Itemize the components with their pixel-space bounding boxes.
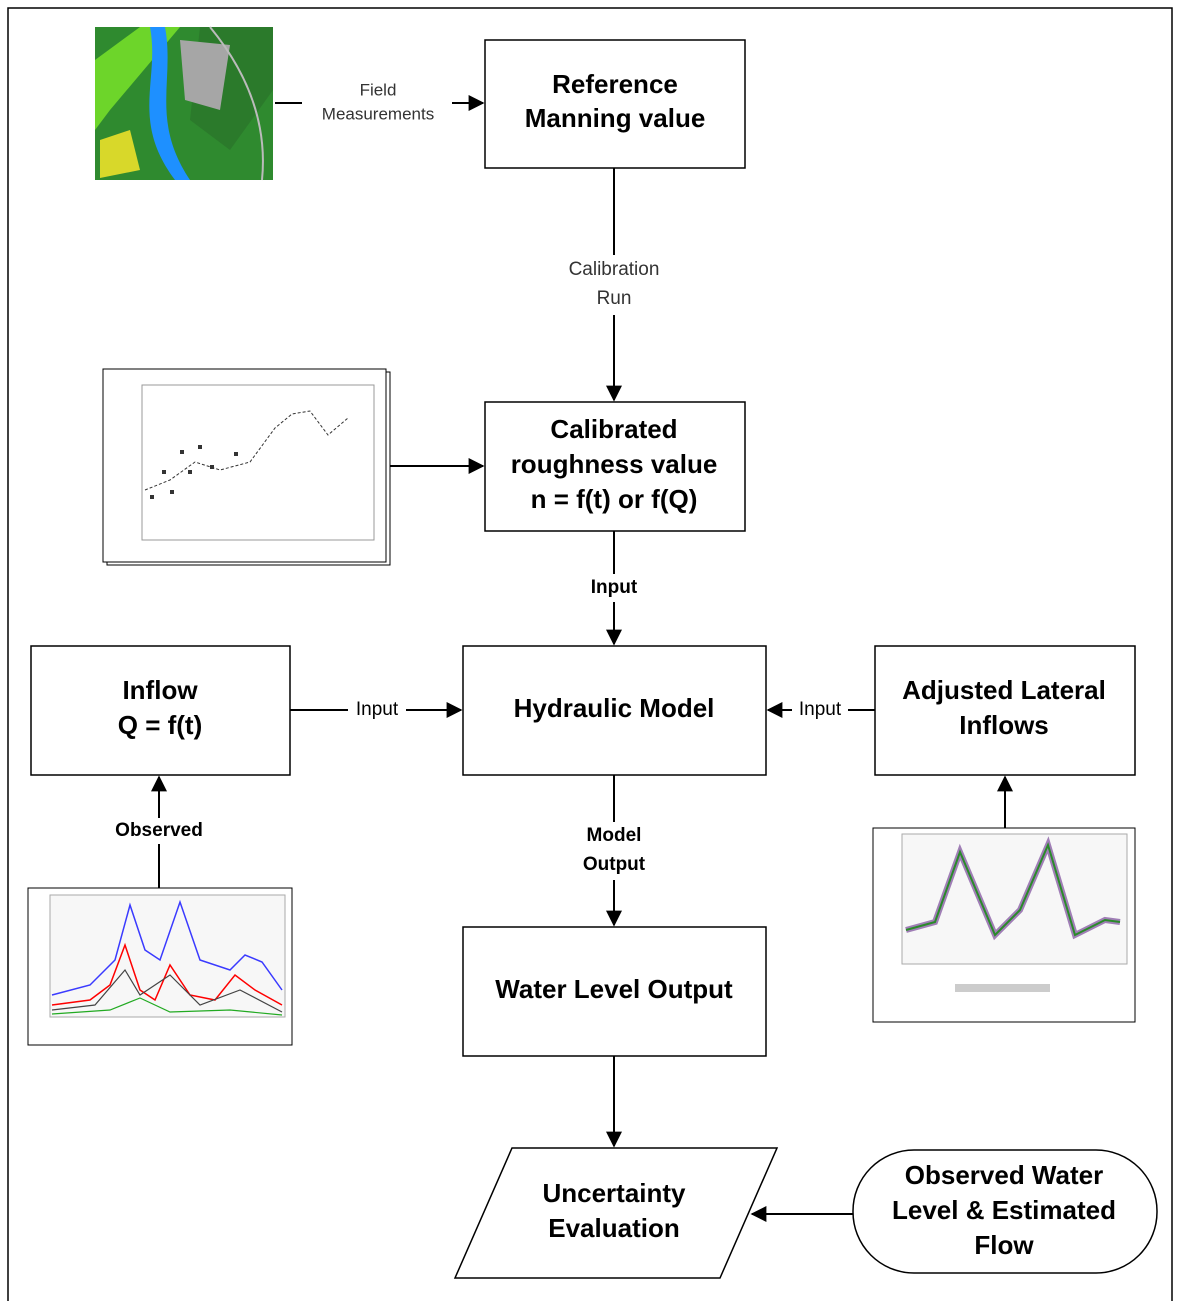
node-label: Evaluation xyxy=(548,1213,679,1243)
node-label: Inflows xyxy=(959,710,1049,740)
node-label: Manning value xyxy=(525,103,706,133)
scatter-thumbnail xyxy=(103,369,390,565)
node-label: Reference xyxy=(552,69,678,99)
inflow-thumbnail xyxy=(28,888,292,1045)
node-label: Uncertainty xyxy=(542,1178,686,1208)
map-thumbnail xyxy=(95,27,273,180)
edge-label: Model xyxy=(587,825,642,846)
edge-label: Input xyxy=(799,699,842,720)
node-label: Adjusted Lateral xyxy=(902,675,1106,705)
node-label: Hydraulic Model xyxy=(514,693,715,723)
node-label: Inflow xyxy=(122,675,198,705)
diagram: Reference Manning value Calibrated rough… xyxy=(0,0,1179,1301)
node-label: Level & Estimated xyxy=(892,1195,1116,1225)
lateral-thumbnail xyxy=(873,828,1135,1022)
edge-label: Observed xyxy=(115,820,203,841)
edge-label: Run xyxy=(597,288,632,309)
node-label: Water Level Output xyxy=(495,974,733,1004)
node-label: Calibrated xyxy=(550,414,677,444)
node-label: n = f(t) or f(Q) xyxy=(531,484,698,514)
edge-label: Input xyxy=(356,699,399,720)
node-label: Flow xyxy=(974,1230,1034,1260)
edge-label: Input xyxy=(591,577,638,598)
node-label: Observed Water xyxy=(905,1160,1103,1190)
node-label: Q = f(t) xyxy=(118,710,203,740)
edge-label: Calibration xyxy=(569,259,660,280)
edge-label: Measurements xyxy=(322,104,434,123)
edge-label: Field xyxy=(360,80,397,99)
node-label: roughness value xyxy=(511,449,718,479)
edge-label: Output xyxy=(583,854,646,875)
